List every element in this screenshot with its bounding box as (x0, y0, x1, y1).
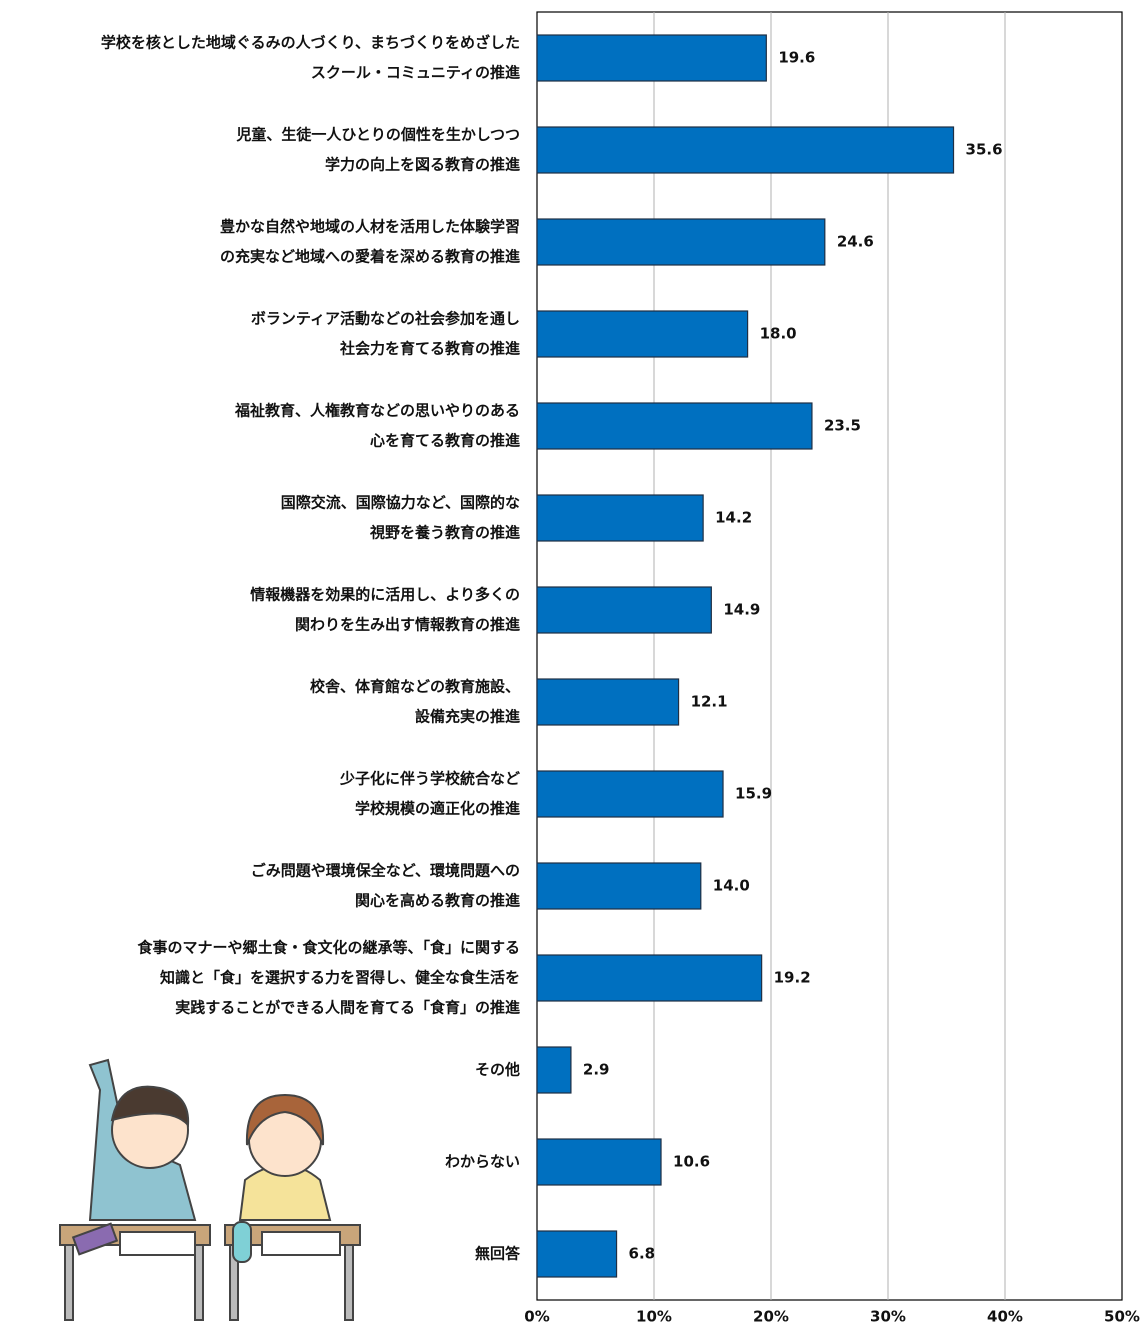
y-tick-label: 情報機器を効果的に活用し、より多くの (250, 586, 520, 604)
bar (536, 770, 724, 818)
y-tick-label: 国際交流、国際協力など、国際的な (281, 494, 520, 512)
y-tick-label: スクール・コミュニティの推進 (311, 64, 521, 82)
value-label: 35.6 (966, 141, 1003, 159)
y-tick-label: 食事のマナーや郷土食・食文化の継承等、「食」に関する (137, 939, 520, 957)
bar (536, 862, 702, 910)
bar (536, 126, 955, 174)
y-tick-label: 知識と「食」を選択する力を習得し、健全な食生活を (160, 969, 520, 987)
bar (536, 494, 704, 542)
y-tick-label: 視野を養う教育の推進 (369, 524, 521, 542)
value-label: 19.6 (778, 49, 815, 67)
plot-frame (536, 11, 1123, 1301)
value-label: 14.9 (723, 601, 760, 619)
value-label: 19.2 (774, 969, 811, 987)
y-tick-label: 児童、生徒一人ひとりの個性を生かしつつ (235, 126, 520, 144)
y-tick-label: の充実など地域への愛着を深める教育の推進 (220, 248, 521, 266)
x-tick-label: 0% (524, 1308, 549, 1324)
y-tick-label: 学校を核とした地域ぐるみの人づくり、まちづくりをめざした (101, 34, 520, 52)
value-label: 2.9 (583, 1061, 610, 1079)
value-label: 12.1 (691, 693, 728, 711)
x-tick-label: 40% (987, 1308, 1023, 1324)
value-label: 6.8 (629, 1245, 656, 1263)
value-label: 18.0 (760, 325, 797, 343)
y-tick-label: その他 (475, 1061, 520, 1079)
y-tick-label: 豊かな自然や地域の人材を活用した体験学習 (220, 218, 520, 236)
y-tick-label: 設備充実の推進 (415, 708, 521, 726)
value-label: 10.6 (673, 1153, 710, 1171)
y-tick-label: 関わりを生み出す情報教育の推進 (295, 616, 521, 634)
y-tick-label: 福祉教育、人権教育などの思いやりのある (234, 402, 520, 420)
bar (536, 954, 763, 1002)
bar (536, 34, 767, 82)
value-label: 15.9 (735, 785, 772, 803)
y-tick-label: 社会力を育てる教育の推進 (339, 340, 521, 358)
y-tick-label: ごみ問題や環境保全など、環境問題への (251, 862, 520, 880)
bar (536, 1046, 572, 1094)
bar (536, 586, 712, 634)
bar (536, 218, 826, 266)
y-tick-label: 心を育てる教育の推進 (370, 432, 521, 450)
x-tick-label: 10% (636, 1308, 672, 1324)
y-tick-label: 実践することができる人間を育てる「食育」の推進 (175, 999, 521, 1017)
y-tick-label: 少子化に伴う学校統合など (339, 770, 520, 788)
bar (536, 678, 680, 726)
x-tick-label: 20% (753, 1308, 789, 1324)
value-label: 23.5 (824, 417, 861, 435)
bar (536, 402, 813, 450)
y-tick-label: ボランティア活動などの社会参加を通し (251, 310, 520, 328)
value-label: 14.0 (713, 877, 750, 895)
x-tick-label: 50% (1104, 1308, 1140, 1324)
y-tick-label: 無回答 (475, 1245, 521, 1263)
illustration (59, 1058, 361, 1321)
x-tick-label: 30% (870, 1308, 906, 1324)
bar (536, 310, 749, 358)
value-label: 14.2 (715, 509, 752, 527)
value-label: 24.6 (837, 233, 874, 251)
y-tick-label: 校舎、体育館などの教育施設、 (310, 678, 520, 696)
y-tick-label: わからない (445, 1153, 520, 1171)
bar (536, 1138, 662, 1186)
y-tick-label: 関心を高める教育の推進 (355, 892, 521, 910)
y-tick-label: 学力の向上を図る教育の推進 (325, 156, 521, 174)
bar (536, 1230, 618, 1278)
y-tick-label: 学校規模の適正化の推進 (355, 800, 521, 818)
